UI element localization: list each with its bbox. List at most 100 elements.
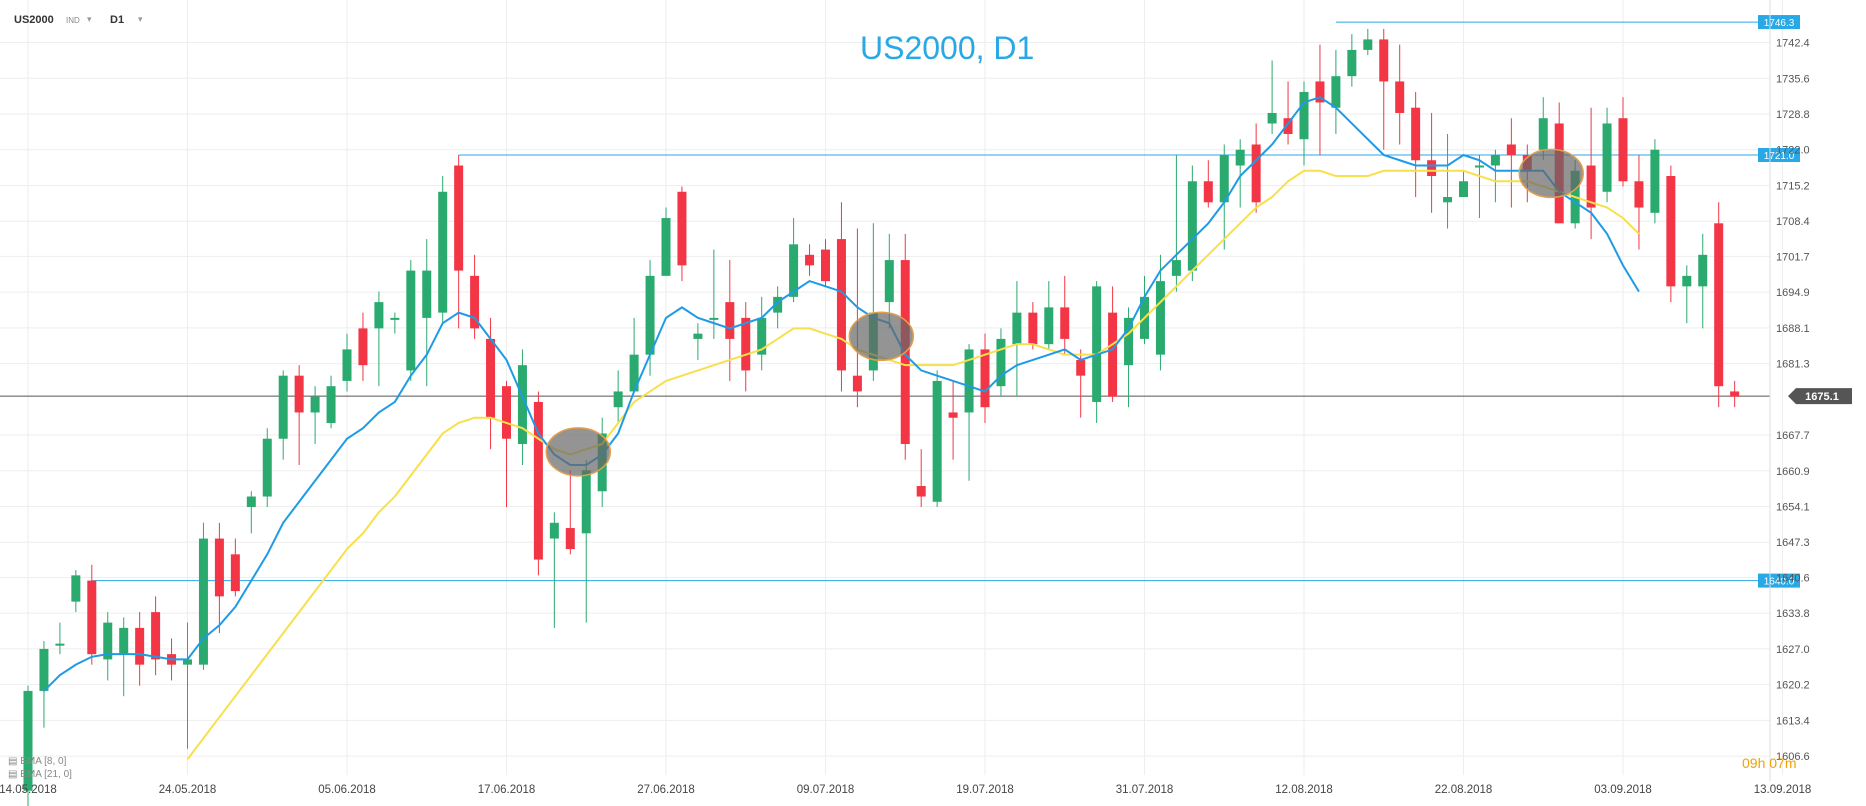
candle-bearish[interactable] xyxy=(502,386,511,439)
candle-bearish[interactable] xyxy=(470,275,480,329)
candle-bullish[interactable] xyxy=(39,648,49,691)
legend-ema-fast[interactable]: ▤ EMA [8, 0] xyxy=(8,756,66,767)
candle-bearish[interactable] xyxy=(1251,144,1261,203)
candle-bearish[interactable] xyxy=(725,302,735,339)
candle-bullish[interactable] xyxy=(773,296,783,313)
candle-bullish[interactable] xyxy=(789,244,799,297)
candle-bullish[interactable] xyxy=(1682,275,1692,287)
candle-bullish[interactable] xyxy=(262,438,272,497)
chevron-down-icon[interactable]: ▾ xyxy=(87,14,92,24)
candle-bullish[interactable] xyxy=(1459,181,1468,198)
candle-bearish[interactable] xyxy=(1730,391,1740,397)
candle-bullish[interactable] xyxy=(1490,155,1500,166)
candle-bullish[interactable] xyxy=(183,659,192,665)
candle-bearish[interactable] xyxy=(741,317,751,371)
candle-bullish[interactable] xyxy=(613,391,623,408)
candle-bullish[interactable] xyxy=(198,538,208,665)
candle-bullish[interactable] xyxy=(581,470,591,534)
candle-bullish[interactable] xyxy=(1044,307,1054,345)
candle-bearish[interactable] xyxy=(1411,107,1421,161)
candle-bearish[interactable] xyxy=(1586,165,1596,208)
candle-bullish[interactable] xyxy=(1267,112,1277,124)
candle-bullish[interactable] xyxy=(1299,91,1309,140)
candle-bullish[interactable] xyxy=(1347,49,1357,77)
candle-bearish[interactable] xyxy=(135,627,145,665)
candle-bearish[interactable] xyxy=(821,249,830,282)
candle-bullish[interactable] xyxy=(23,690,33,791)
candle-bullish[interactable] xyxy=(964,349,974,413)
candle-bullish[interactable] xyxy=(1171,260,1181,276)
candle-bearish[interactable] xyxy=(1714,223,1724,387)
candle-bullish[interactable] xyxy=(1443,197,1453,203)
candle-bullish[interactable] xyxy=(1538,118,1548,150)
candle-bearish[interactable] xyxy=(486,338,496,418)
candle-bullish[interactable] xyxy=(693,333,703,339)
candle-bearish[interactable] xyxy=(916,486,926,497)
candle-bearish[interactable] xyxy=(151,612,161,660)
candle-bearish[interactable] xyxy=(805,254,815,266)
candle-bullish[interactable] xyxy=(1602,123,1612,192)
candle-bearish[interactable] xyxy=(677,191,687,266)
candle-bullish[interactable] xyxy=(757,317,767,355)
candle-bearish[interactable] xyxy=(1060,307,1070,339)
candle-bearish[interactable] xyxy=(1076,359,1086,376)
candle-bullish[interactable] xyxy=(661,218,671,276)
candle-bullish[interactable] xyxy=(71,575,81,602)
candle-bearish[interactable] xyxy=(230,554,240,592)
candle-bearish[interactable] xyxy=(980,349,990,408)
timeframe-label[interactable]: D1 xyxy=(110,14,125,26)
candle-bullish[interactable] xyxy=(390,317,400,320)
candle-bearish[interactable] xyxy=(294,375,304,413)
candle-bearish[interactable] xyxy=(1283,118,1293,134)
candle-bullish[interactable] xyxy=(1650,149,1660,213)
candle-bullish[interactable] xyxy=(1219,155,1229,203)
candle-bullish[interactable] xyxy=(342,349,352,381)
candle-bearish[interactable] xyxy=(1395,81,1405,113)
candle-bullish[interactable] xyxy=(1124,317,1134,366)
candle-bullish[interactable] xyxy=(709,317,719,320)
candle-bullish[interactable] xyxy=(119,627,129,655)
candle-bullish[interactable] xyxy=(932,380,942,502)
candle-bullish[interactable] xyxy=(1155,281,1165,355)
candle-bearish[interactable] xyxy=(1203,181,1213,203)
candle-bullish[interactable] xyxy=(884,260,894,303)
candle-bullish[interactable] xyxy=(310,396,320,413)
candle-bearish[interactable] xyxy=(852,375,862,392)
candle-bullish[interactable] xyxy=(645,275,655,355)
candle-bullish[interactable] xyxy=(1012,312,1022,345)
candle-bullish[interactable] xyxy=(438,191,448,313)
candle-bearish[interactable] xyxy=(1379,39,1389,82)
candle-bearish[interactable] xyxy=(1108,312,1118,397)
candle-bullish[interactable] xyxy=(103,622,113,660)
candle-bearish[interactable] xyxy=(454,165,464,271)
candle-bullish[interactable] xyxy=(406,270,416,371)
candle-bearish[interactable] xyxy=(358,328,368,366)
candle-bullish[interactable] xyxy=(326,386,336,423)
candle-bearish[interactable] xyxy=(533,401,543,560)
candle-bearish[interactable] xyxy=(87,580,97,655)
candle-bullish[interactable] xyxy=(422,270,432,318)
legend-ema-slow[interactable]: ▤ EMA [21, 0] xyxy=(8,769,72,780)
candle-bullish[interactable] xyxy=(1698,254,1708,287)
candle-bullish[interactable] xyxy=(517,365,527,444)
candle-bullish[interactable] xyxy=(55,643,65,646)
candle-bullish[interactable] xyxy=(278,375,288,439)
candle-bearish[interactable] xyxy=(1506,144,1516,155)
candle-bearish[interactable] xyxy=(1634,181,1644,208)
candle-bullish[interactable] xyxy=(1363,39,1373,50)
candle-bullish[interactable] xyxy=(1092,286,1102,402)
candle-bearish[interactable] xyxy=(1618,118,1628,182)
candle-bullish[interactable] xyxy=(1235,149,1245,166)
candle-bullish[interactable] xyxy=(1331,76,1341,108)
chevron-down-icon[interactable]: ▾ xyxy=(138,14,143,24)
candle-bearish[interactable] xyxy=(214,538,224,597)
candle-bearish[interactable] xyxy=(1427,160,1437,177)
symbol-label[interactable]: US2000 xyxy=(14,14,54,26)
candle-bullish[interactable] xyxy=(374,302,384,329)
candle-bullish[interactable] xyxy=(1474,165,1484,168)
candle-bearish[interactable] xyxy=(1666,176,1676,287)
candle-bullish[interactable] xyxy=(629,354,639,392)
candle-bearish[interactable] xyxy=(1315,81,1325,103)
candle-bullish[interactable] xyxy=(549,522,559,539)
